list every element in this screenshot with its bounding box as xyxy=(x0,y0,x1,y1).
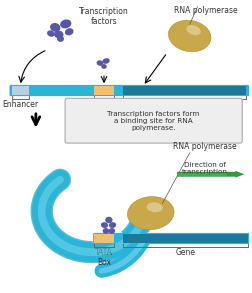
Ellipse shape xyxy=(102,58,110,64)
Ellipse shape xyxy=(168,20,211,52)
Ellipse shape xyxy=(97,60,103,66)
Bar xyxy=(123,234,248,243)
Ellipse shape xyxy=(186,25,201,35)
Text: TATA
box: TATA box xyxy=(95,100,113,119)
Ellipse shape xyxy=(128,197,174,230)
FancyBboxPatch shape xyxy=(9,85,249,96)
Text: Enhancer: Enhancer xyxy=(2,100,38,109)
Text: Gene: Gene xyxy=(176,248,196,257)
Ellipse shape xyxy=(50,23,60,32)
FancyBboxPatch shape xyxy=(93,233,249,244)
Ellipse shape xyxy=(109,222,116,228)
Text: Gene: Gene xyxy=(175,100,195,109)
Ellipse shape xyxy=(60,19,71,28)
Bar xyxy=(123,86,246,95)
Bar xyxy=(94,86,114,95)
Text: RNA polymerase: RNA polymerase xyxy=(174,6,238,15)
Text: TATA
Box: TATA Box xyxy=(95,248,113,267)
Ellipse shape xyxy=(103,228,109,234)
Text: Transcription
factors: Transcription factors xyxy=(79,7,129,26)
Ellipse shape xyxy=(101,64,107,69)
Ellipse shape xyxy=(57,36,64,42)
FancyBboxPatch shape xyxy=(65,98,242,143)
Ellipse shape xyxy=(109,228,115,234)
Ellipse shape xyxy=(101,222,108,228)
Ellipse shape xyxy=(65,28,74,35)
FancyArrow shape xyxy=(177,171,244,178)
Ellipse shape xyxy=(47,30,55,37)
Ellipse shape xyxy=(146,202,163,212)
Text: RNA polymerase: RNA polymerase xyxy=(173,142,237,151)
FancyArrow shape xyxy=(177,173,227,176)
Ellipse shape xyxy=(105,217,113,223)
Bar xyxy=(94,234,114,243)
Text: Direction of
transcription: Direction of transcription xyxy=(182,162,228,175)
Bar xyxy=(12,86,29,95)
Ellipse shape xyxy=(54,30,64,38)
Text: Transcription factors form
a binding site for RNA
polymerase.: Transcription factors form a binding sit… xyxy=(108,111,200,131)
